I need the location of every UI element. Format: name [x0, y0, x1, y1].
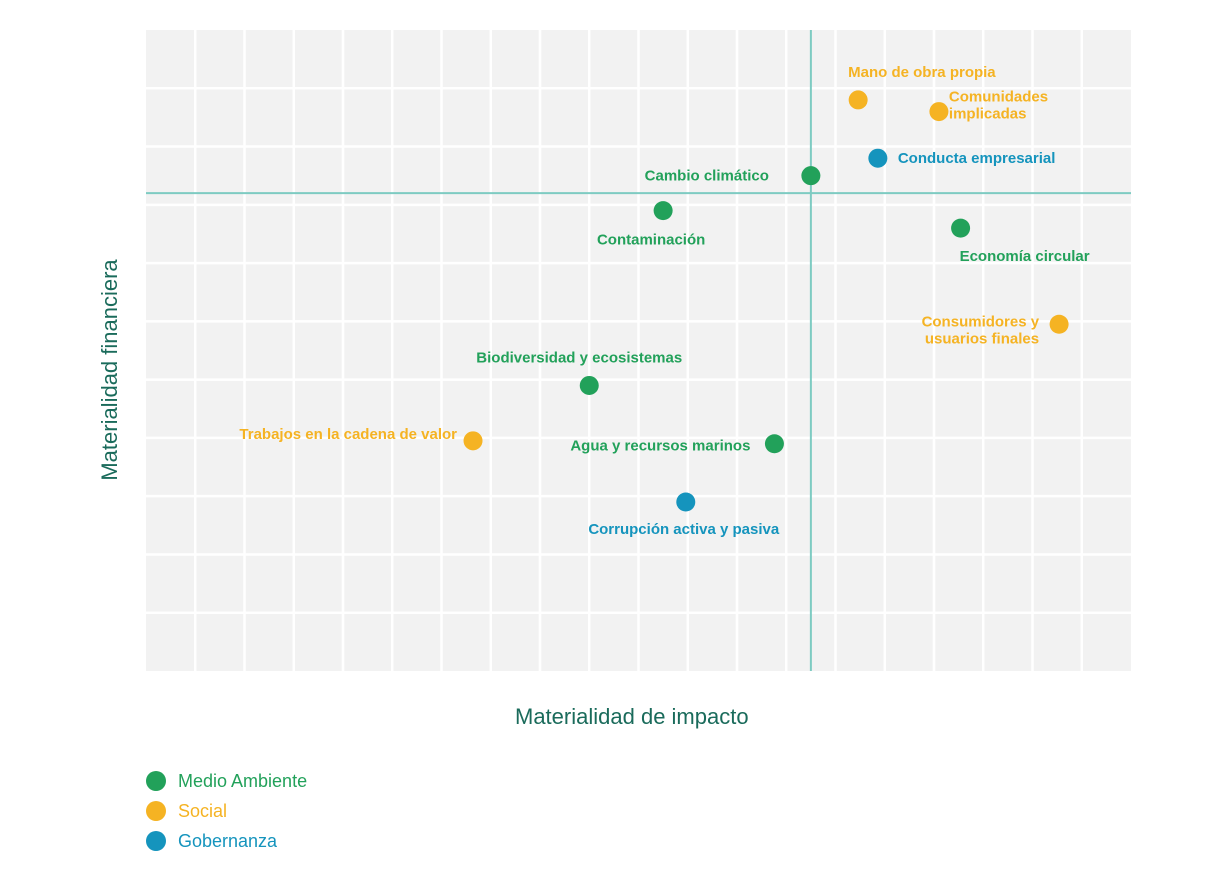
point-label-comunidades-implicadas: Comunidades implicadas	[949, 89, 1048, 123]
y-axis-title: Materialidad financiera	[97, 259, 122, 481]
point-label-mano-de-obra-propia: Mano de obra propia	[848, 64, 996, 81]
point-economia-circular	[951, 218, 971, 238]
x-axis-title: Materialidad de impacto	[515, 704, 749, 729]
point-conducta-empresarial	[868, 148, 888, 168]
legend-dot-governance	[146, 831, 166, 851]
point-label-agua-y-recursos-marinos: Agua y recursos marinos	[570, 438, 750, 455]
point-label-cambio-climatico: Cambio climático	[645, 168, 769, 185]
legend-dot-environment	[146, 771, 166, 791]
point-cambio-climatico	[801, 166, 821, 186]
point-biodiversidad-y-ecosistemas	[579, 375, 599, 395]
point-corrupcion-activa-y-pasiva	[676, 492, 696, 512]
grid	[146, 30, 1131, 671]
point-comunidades-implicadas	[929, 102, 949, 122]
point-trabajos-en-la-cadena-de-valor	[463, 431, 483, 451]
point-label-consumidores-y-usuarios-finales: Consumidores y usuarios finales	[922, 313, 1040, 347]
legend-dot-social	[146, 801, 166, 821]
legend-item-governance: Gobernanza	[146, 826, 307, 856]
legend-label-governance: Gobernanza	[178, 830, 278, 851]
point-label-economia-circular: Economía circular	[960, 248, 1090, 265]
legend: Medio Ambiente Social Gobernanza	[146, 766, 307, 856]
thresholds	[146, 30, 1131, 671]
point-label-contaminacion: Contaminación	[597, 232, 705, 249]
legend-label-environment: Medio Ambiente	[178, 770, 308, 791]
point-consumidores-y-usuarios-finales	[1049, 314, 1069, 334]
legend-label-social: Social	[178, 800, 228, 821]
points	[463, 90, 1069, 512]
legend-item-environment: Medio Ambiente	[146, 766, 307, 796]
point-label-trabajos-en-la-cadena-de-valor: Trabajos en la cadena de valor	[239, 426, 457, 443]
point-mano-de-obra-propia	[848, 90, 868, 110]
point-contaminacion	[653, 201, 673, 221]
point-labels: Mano de obra propia Comunidades implicadas…	[239, 64, 1089, 538]
point-label-biodiversidad-y-ecosistemas: Biodiversidad y ecosistemas	[476, 349, 682, 366]
point-agua-y-recursos-marinos	[764, 434, 784, 454]
point-label-conducta-empresarial: Conducta empresarial	[898, 150, 1056, 167]
legend-item-social: Social	[146, 796, 307, 826]
point-label-corrupcion-activa-y-pasiva: Corrupción activa y pasiva	[588, 521, 780, 538]
